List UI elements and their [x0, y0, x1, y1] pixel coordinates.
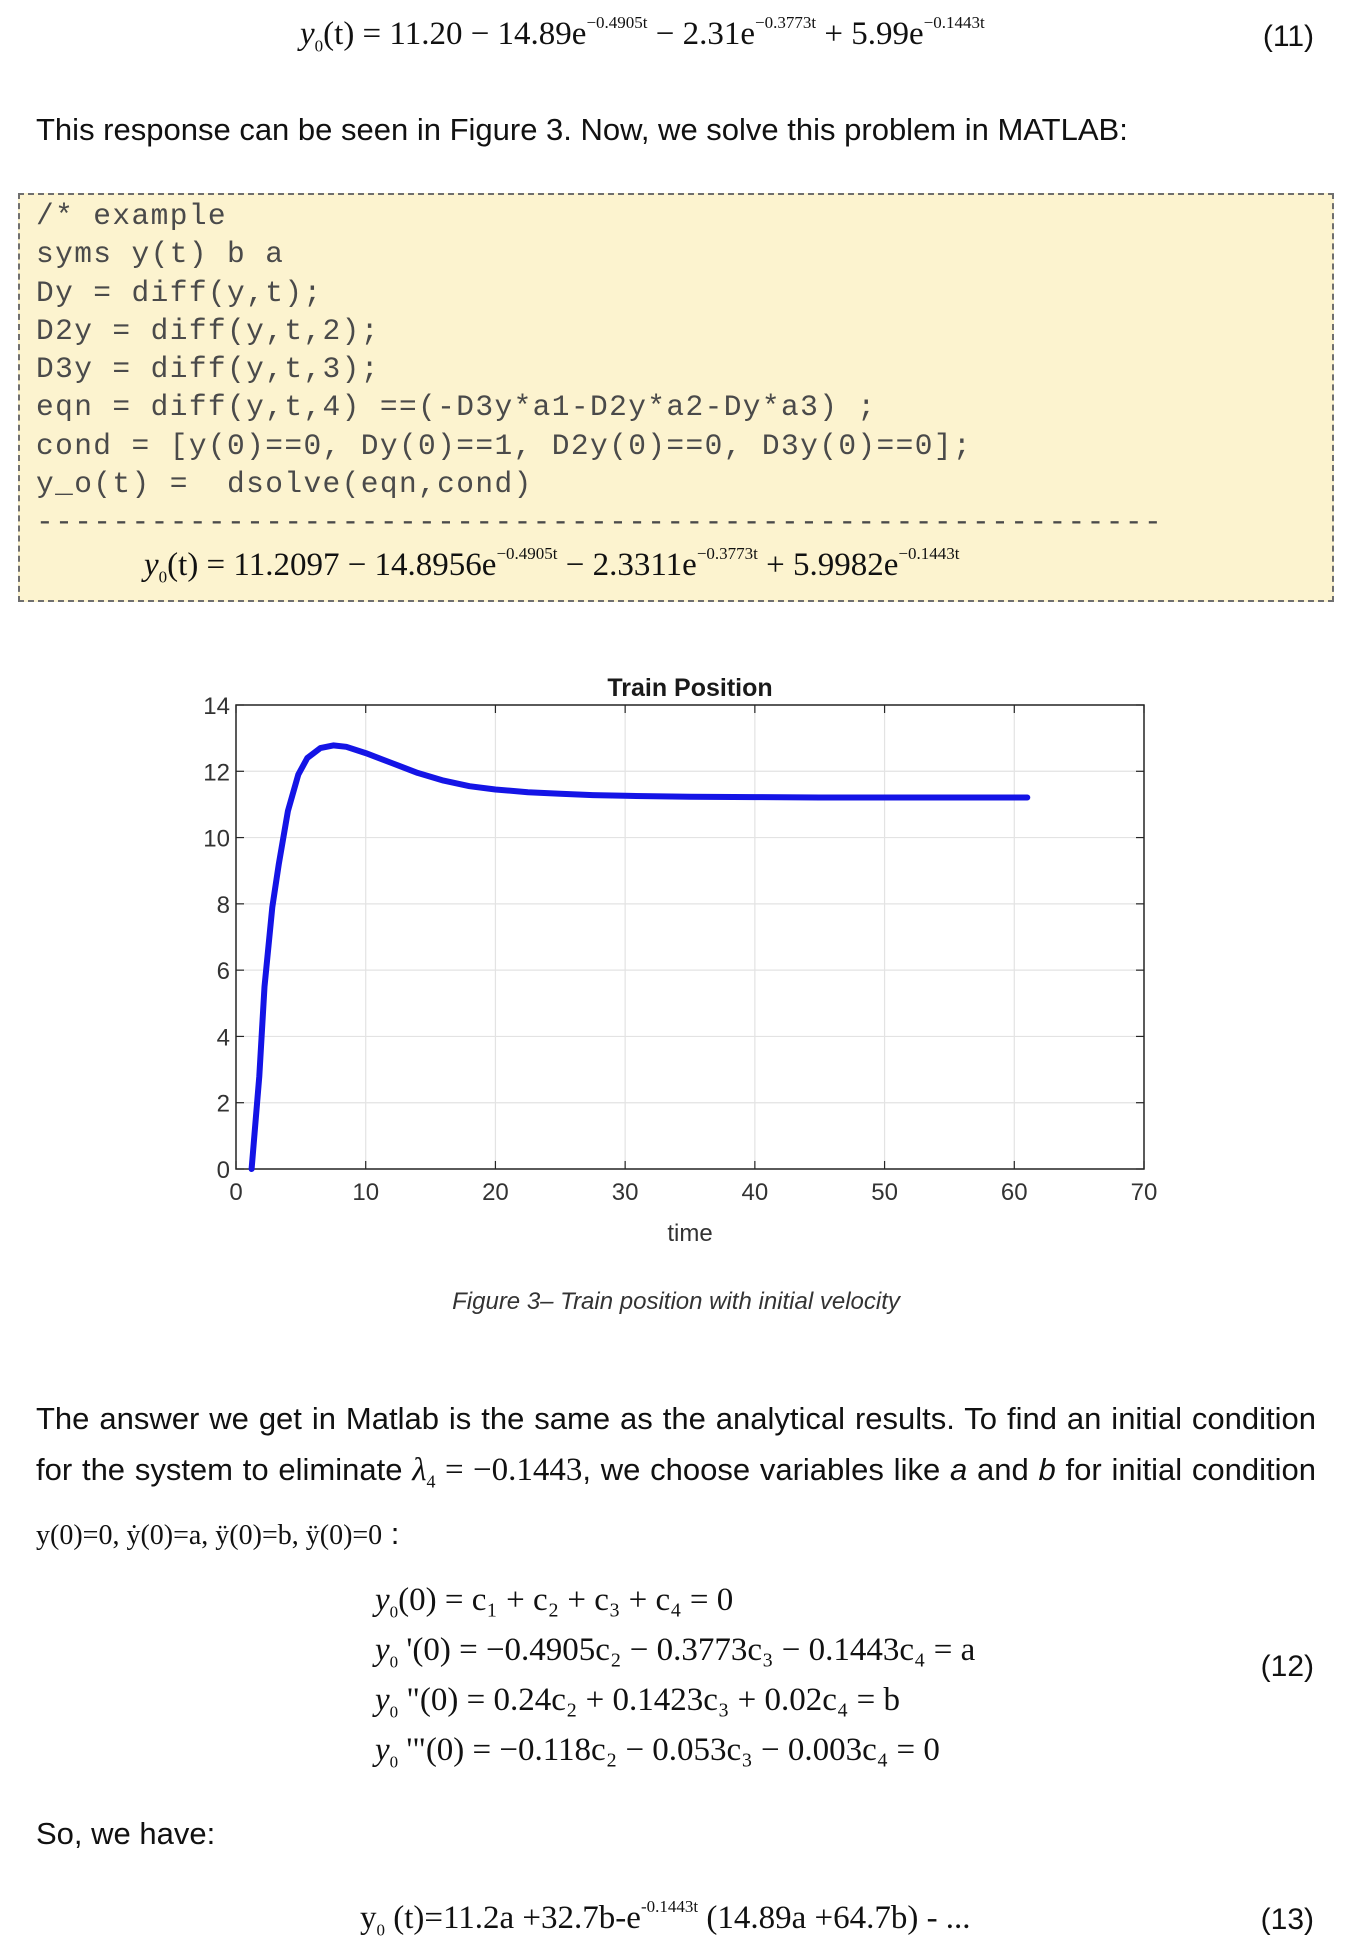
var-b: b: [1038, 1452, 1056, 1487]
x-tick-label: 50: [871, 1179, 898, 1206]
lambda-letter: λ: [412, 1452, 427, 1488]
eq12-line: y0 '"(0) = −0.118c₂ − 0.053c₃ − 0.003c₄ …: [375, 1725, 975, 1775]
y-tick-label: 4: [217, 1024, 230, 1051]
chart-grid: [235, 704, 1145, 1170]
y-tick-label: 8: [217, 892, 230, 919]
code-line: y_o(t) = dsolve(eqn,cond): [36, 467, 533, 502]
y-tick-label: 0: [217, 1157, 230, 1184]
x-axis-label: time: [667, 1220, 712, 1247]
train-position-chart: 0 10 20 30 40 50 60 70 0 2 4 6 8 10 12 14 Train Positio…: [203, 674, 1157, 1247]
code-listing: /* example syms y(t) b a Dy = diff(y,t);…: [36, 197, 1163, 542]
y-tick-label: 2: [217, 1091, 230, 1118]
result-lhs-arg: (t) =: [167, 547, 234, 583]
eq11-exponent-3: −0.1443t: [923, 13, 985, 32]
eq12-subscript: 0: [389, 1702, 399, 1722]
para2-text-2: , we choose variables like: [582, 1452, 950, 1487]
eq13-lhs: y: [360, 1900, 377, 1936]
equation-11-number: (11): [1262, 20, 1314, 53]
x-tick-label: 20: [482, 1179, 509, 1206]
eq12-expression: (0) = c₁ + c₂ + c₃ + c₄ = 0: [398, 1582, 734, 1618]
para2-text-4: for initial condition: [1055, 1452, 1316, 1487]
para2-text-1: The answer we get in Matlab is the same …: [36, 1401, 1316, 1487]
code-separator: ----------------------------------------…: [36, 505, 1164, 540]
eq11-lhs-subscript: 0: [314, 36, 324, 56]
eq12-line: y0 '(0) = −0.4905c₂ − 0.3773c₃ − 0.1443c…: [375, 1625, 975, 1675]
lambda-subscript: 4: [426, 1471, 436, 1492]
paragraph-so-we-have: So, we have:: [36, 1816, 216, 1851]
result-term-3: + 5.9982e: [757, 547, 899, 583]
result-exponent-2: −0.3773t: [696, 544, 758, 563]
eq12-y: y: [375, 1582, 390, 1618]
position-series-line: [248, 742, 1031, 1172]
x-tick-label: 0: [229, 1179, 242, 1206]
equation-12: y0(0) = c₁ + c₂ + c₃ + c₄ = 0 y0 '(0) = …: [375, 1575, 975, 1775]
paragraph-matlab-intro: This response can be seen in Figure 3. N…: [36, 112, 1128, 147]
y-tick-label: 10: [203, 826, 230, 853]
code-result-equation: y0(t) = 11.2097 − 14.8956e−0.4905t − 2.3…: [144, 544, 960, 588]
para2-text-5: :: [382, 1515, 400, 1551]
chart-ticks: 0 10 20 30 40 50 60 70 0 2 4 6 8 10 12 14: [203, 693, 1157, 1206]
result-exponent-1: −0.4905t: [496, 544, 558, 563]
result-exponent-3: −0.1443t: [898, 544, 960, 563]
eq12-subscript: 0: [389, 1602, 399, 1622]
code-line: Dy = diff(y,t);: [36, 275, 323, 310]
lambda-symbol: λ4 = −0.1443: [412, 1452, 583, 1492]
eq11-exponent-1: −0.4905t: [586, 13, 648, 32]
code-line: /* example: [36, 199, 228, 233]
result-lhs-subscript: 0: [158, 567, 168, 587]
code-line: D3y = diff(y,t,3);: [36, 352, 380, 387]
code-line: syms y(t) b a: [36, 237, 285, 272]
eq11-term-3: + 5.99e: [816, 16, 924, 52]
eq12-subscript: 0: [389, 1752, 399, 1772]
x-tick-label: 40: [742, 1179, 769, 1206]
var-a: a: [949, 1452, 968, 1487]
plot-area-border: [235, 704, 1145, 1170]
equation-13-number: (13): [1260, 1903, 1314, 1936]
eq13-body: (t)=11.2a +32.7b-e: [385, 1900, 641, 1936]
result-lhs: y: [144, 547, 159, 583]
eq12-y: y: [375, 1632, 390, 1668]
chart-title: Train Position: [607, 674, 772, 702]
eq12-subscript: 0: [389, 1652, 399, 1672]
x-tick-label: 10: [352, 1179, 379, 1206]
code-line: D2y = diff(y,t,2);: [36, 313, 380, 348]
matlab-code-box: /* example syms y(t) b a Dy = diff(y,t);…: [18, 193, 1334, 602]
eq13-tail: (14.89a +64.7b) - ...: [698, 1900, 971, 1936]
eq13-lhs-subscript: 0: [376, 1920, 386, 1940]
figure-caption: Figure 3– Train position with initial ve…: [452, 1288, 900, 1315]
eq13-exponent: -0.1443t: [640, 1897, 699, 1916]
eq12-line: y0 "(0) = 0.24c₂ + 0.1423c₃ + 0.02c₄ = b: [375, 1675, 975, 1725]
eq12-y: y: [375, 1682, 390, 1718]
eq12-expression: '"(0) = −0.118c₂ − 0.053c₃ − 0.003c₄ = 0: [398, 1732, 940, 1768]
eq11-lhs: y: [300, 16, 315, 52]
paragraph-initial-condition: The answer we get in Matlab is the same …: [36, 1393, 1316, 1561]
eq11-exponent-2: −0.3773t: [755, 13, 817, 32]
result-term-1: 11.2097 − 14.8956e: [233, 547, 497, 583]
x-tick-label: 60: [1001, 1179, 1028, 1206]
eq12-expression: "(0) = 0.24c₂ + 0.1423c₃ + 0.02c₄ = b: [398, 1682, 901, 1718]
eq11-term-1: 11.20 − 14.89e: [389, 16, 587, 52]
eq12-expression: '(0) = −0.4905c₂ − 0.3773c₃ − 0.1443c₄ =…: [398, 1632, 976, 1668]
eq11-term-2: − 2.31e: [647, 16, 756, 52]
equation-12-number: (12): [1260, 1650, 1314, 1683]
x-tick-label: 30: [612, 1179, 639, 1206]
y-tick-label: 14: [203, 693, 230, 720]
eq11-lhs-arg: (t) =: [323, 16, 390, 52]
equation-11: y0(t) = 11.20 − 14.89e−0.4905t − 2.31e−0…: [300, 13, 985, 57]
y-tick-label: 12: [203, 759, 230, 786]
eq12-line: y0(0) = c₁ + c₂ + c₃ + c₄ = 0: [375, 1575, 975, 1625]
para2-text-3: and: [967, 1452, 1039, 1487]
code-line: eqn = diff(y,t,4) ==(-D3y*a1-D2y*a2-Dy*a…: [36, 390, 877, 425]
eq12-y: y: [375, 1732, 390, 1768]
initial-condition-math: y(0)=0, ẏ(0)=a, ÿ(0)=b, ÿ(0)=0: [36, 1519, 383, 1551]
series-points: [251, 745, 1028, 1170]
x-tick-label: 70: [1131, 1179, 1158, 1206]
y-tick-label: 6: [217, 958, 230, 985]
result-term-2: − 2.3311e: [557, 547, 697, 583]
equation-13: y0 (t)=11.2a +32.7b-e-0.1443t (14.89a +6…: [360, 1897, 971, 1941]
code-line: cond = [y(0)==0, Dy(0)==1, D2y(0)==0, D3…: [36, 428, 973, 463]
lambda-value: = −0.1443: [435, 1452, 583, 1488]
